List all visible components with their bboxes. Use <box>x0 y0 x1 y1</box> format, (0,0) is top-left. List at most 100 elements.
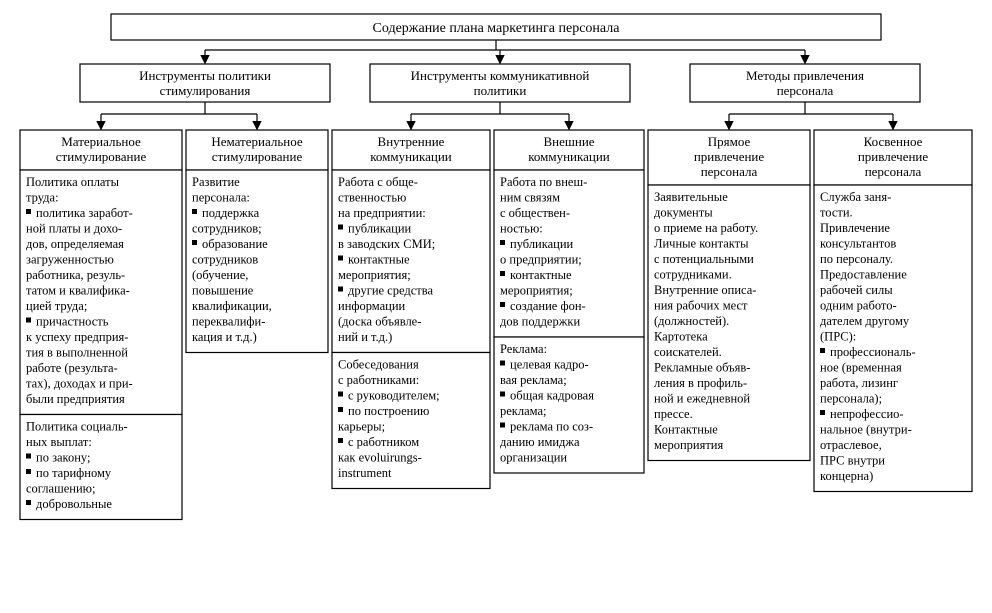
body-text: Собеседования <box>338 358 419 372</box>
bullet-icon <box>192 240 197 245</box>
body-text: консультантов <box>820 237 896 251</box>
col-header-label: Внутренние <box>378 134 445 149</box>
bullet-icon <box>26 318 31 323</box>
body-text: (ПРС): <box>820 330 856 344</box>
bullet-icon <box>338 287 343 292</box>
bullet-icon <box>500 423 505 428</box>
org-diagram: Содержание плана маркетинга персоналаИнс… <box>10 10 982 526</box>
level1-label: Методы привлечения <box>746 68 864 83</box>
body-text: с обществен- <box>500 206 570 220</box>
body-text: по тарифному <box>36 466 112 480</box>
body-text: целевая кадро- <box>510 358 589 372</box>
body-text: (должностей). <box>654 314 729 328</box>
body-text: мероприятия; <box>500 284 573 298</box>
body-text: ной и ежедневной <box>654 392 750 406</box>
body-text: тах), доходах и при- <box>26 377 133 391</box>
body-text: реклама; <box>500 404 547 418</box>
body-text: тости. <box>820 206 853 220</box>
body-text: Политика социаль- <box>26 420 128 434</box>
body-text: создание фон- <box>510 299 586 313</box>
bullet-icon <box>338 438 343 443</box>
bullet-icon <box>26 454 31 459</box>
body-text: отраслевое, <box>820 438 882 452</box>
body-text: как evoluirungs- <box>338 451 422 465</box>
body-text: сотрудниками. <box>654 268 732 282</box>
body-text: данию имиджа <box>500 435 580 449</box>
col-header-label: стимулирование <box>56 149 147 164</box>
col-header-label: коммуникации <box>370 149 452 164</box>
body-text: непрофессио- <box>830 407 904 421</box>
body-text: документы <box>654 206 713 220</box>
root-label: Содержание плана маркетинга персонала <box>373 21 621 36</box>
body-text: ной платы и дохо- <box>26 222 122 236</box>
body-text: труда: <box>26 191 59 205</box>
body-text: Внутренние описа- <box>654 283 756 297</box>
body-text: ных выплат: <box>26 435 92 449</box>
bullet-icon <box>820 410 825 415</box>
body-text: дов поддержки <box>500 315 580 329</box>
body-text: Служба заня- <box>820 190 891 204</box>
body-text: профессиональ- <box>830 345 916 359</box>
col-header-label: стимулирование <box>212 149 303 164</box>
body-text: одним работо- <box>820 299 897 313</box>
body-text: работе (результа- <box>26 361 118 375</box>
body-text: мероприятия <box>654 438 723 452</box>
body-text: сотрудников <box>192 253 258 267</box>
body-text: (доска объявле- <box>338 315 421 329</box>
body-text: (обучение, <box>192 268 248 282</box>
body-text: контактные <box>348 253 410 267</box>
body-text: переквалифи- <box>192 315 265 329</box>
body-text: соискателей. <box>654 345 722 359</box>
body-text: поддержка <box>202 206 260 220</box>
body-text: работника, резуль- <box>26 268 125 282</box>
body-text: цией труда; <box>26 299 87 313</box>
body-text: ностью: <box>500 222 543 236</box>
body-text: дателем другому <box>820 314 910 328</box>
bullet-icon <box>26 469 31 474</box>
col-header-label: Нематериальное <box>211 134 303 149</box>
bullet-icon <box>338 407 343 412</box>
body-text: повышение <box>192 284 254 298</box>
body-text: instrument <box>338 466 392 480</box>
body-text: тия в выполненной <box>26 346 128 360</box>
body-text: Предоставление <box>820 268 907 282</box>
body-text: прессе. <box>654 407 693 421</box>
body-text: Работа с обще- <box>338 175 418 189</box>
body-text: по закону; <box>36 451 91 465</box>
body-text: публикации <box>510 237 574 251</box>
body-text: по персоналу. <box>820 252 893 266</box>
body-text: карьеры; <box>338 420 385 434</box>
body-text: с работником <box>348 435 419 449</box>
body-text: Контактные <box>654 423 718 437</box>
col-header-label: Прямое <box>708 134 751 149</box>
body-text: Развитие <box>192 175 240 189</box>
bullet-icon <box>338 392 343 397</box>
body-text: причастность <box>36 315 109 329</box>
body-text: Рекламные объяв- <box>654 361 750 375</box>
body-text: татом и квалифика- <box>26 284 130 298</box>
body-text: мероприятия; <box>338 268 411 282</box>
col-header-label: коммуникации <box>528 149 610 164</box>
col-header-label: персонала <box>865 164 922 179</box>
level1-label: персонала <box>777 83 834 98</box>
bullet-icon <box>338 256 343 261</box>
body-text: организации <box>500 451 567 465</box>
body-text: нальное (внутри- <box>820 423 912 437</box>
body-text: ним связям <box>500 191 560 205</box>
body-text: ния рабочих мест <box>654 299 748 313</box>
body-text: с потенциальными <box>654 252 754 266</box>
body-text: кация и т.д.) <box>192 330 257 344</box>
bullet-icon <box>192 209 197 214</box>
bullet-icon <box>26 500 31 505</box>
body-text: в заводских СМИ; <box>338 237 435 251</box>
bullet-icon <box>500 240 505 245</box>
col-header-label: Материальное <box>61 134 141 149</box>
body-text: ПРС внутри <box>820 454 885 468</box>
level1-label: стимулирования <box>160 83 251 98</box>
body-text: персонала); <box>820 392 882 406</box>
bullet-icon <box>500 271 505 276</box>
bullet-icon <box>500 302 505 307</box>
body-text: образование <box>202 237 268 251</box>
body-text: Привлечение <box>820 221 890 235</box>
body-text: вая реклама; <box>500 373 567 387</box>
